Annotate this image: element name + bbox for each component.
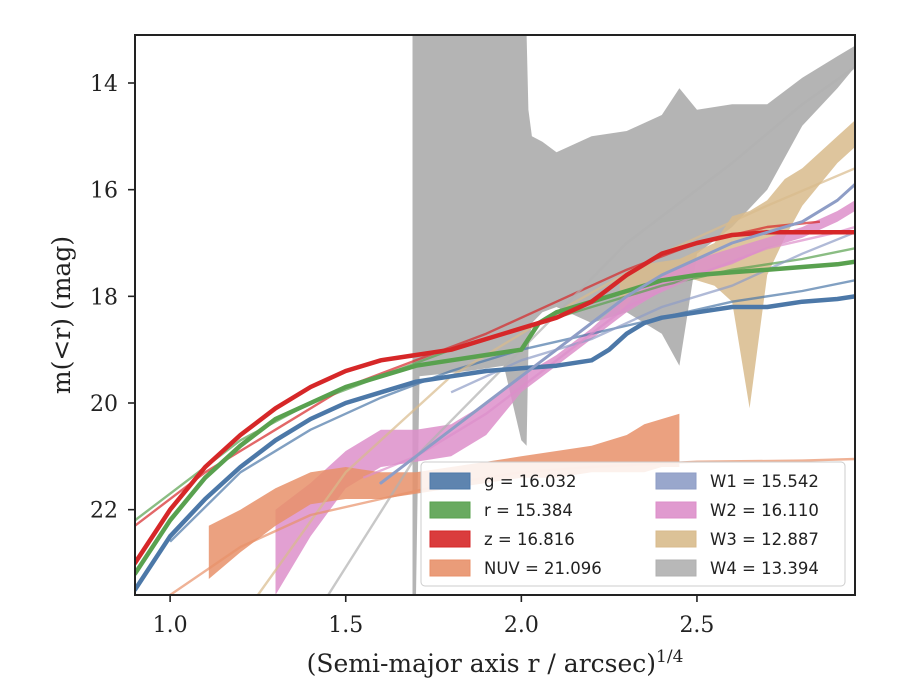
legend-swatch-w2 (655, 501, 697, 519)
y-tick-label: 20 (90, 392, 118, 417)
band-nuv (208, 413, 680, 579)
legend-swatch-w1 (655, 472, 697, 490)
x-axis-label: (Semi-major axis r / arcsec)1/4 (307, 647, 684, 678)
y-tick-label: 18 (90, 285, 118, 310)
legend-swatch-w4 (655, 559, 697, 577)
series-line-w1 (379, 182, 855, 485)
fit-curve-w2 (362, 225, 855, 479)
y-tick-label: 22 (90, 499, 118, 524)
y-tick-label: 16 (90, 179, 118, 204)
x-tick-label: 2.0 (504, 613, 539, 638)
legend-label: r = 15.384 (484, 501, 573, 520)
legend-label: W3 = 12.887 (710, 530, 819, 549)
legend-swatch-g (429, 472, 471, 490)
y-axis-label: m(<r) (mag) (47, 236, 76, 394)
legend-swatch-nuv (429, 559, 471, 577)
legend-box (420, 461, 846, 587)
legend-label: NUV = 21.096 (484, 559, 602, 578)
legend: g = 16.032 r = 15.384 z = 16.816 NUV = 21.0… (420, 461, 846, 587)
series-line-z (135, 230, 855, 566)
legend-label: W2 = 16.110 (710, 501, 819, 520)
x-tick-label: 2.5 (679, 613, 714, 638)
series-line-g (135, 294, 855, 592)
x-tick-label: 1.0 (153, 613, 188, 638)
legend-label: W1 = 15.542 (710, 472, 819, 491)
y-tick-label: 14 (90, 72, 118, 97)
legend-label: g = 16.032 (484, 472, 577, 491)
legend-swatch-r (429, 501, 471, 519)
fit-curve-w1 (450, 231, 855, 394)
y-axis-ticks: 14 16 18 20 22 (90, 72, 135, 524)
band-w4 (412, 35, 855, 595)
x-axis-ticks: 1.0 1.5 2.0 2.5 (153, 595, 714, 638)
data-series (135, 182, 855, 592)
legend-swatch-w3 (655, 530, 697, 548)
legend-swatch-z (429, 530, 471, 548)
legend-label: W4 = 13.394 (710, 559, 819, 578)
series-line-r (135, 259, 855, 576)
x-tick-label: 1.5 (328, 613, 363, 638)
plot-frame (134, 34, 856, 596)
legend-label: z = 16.816 (484, 530, 575, 549)
